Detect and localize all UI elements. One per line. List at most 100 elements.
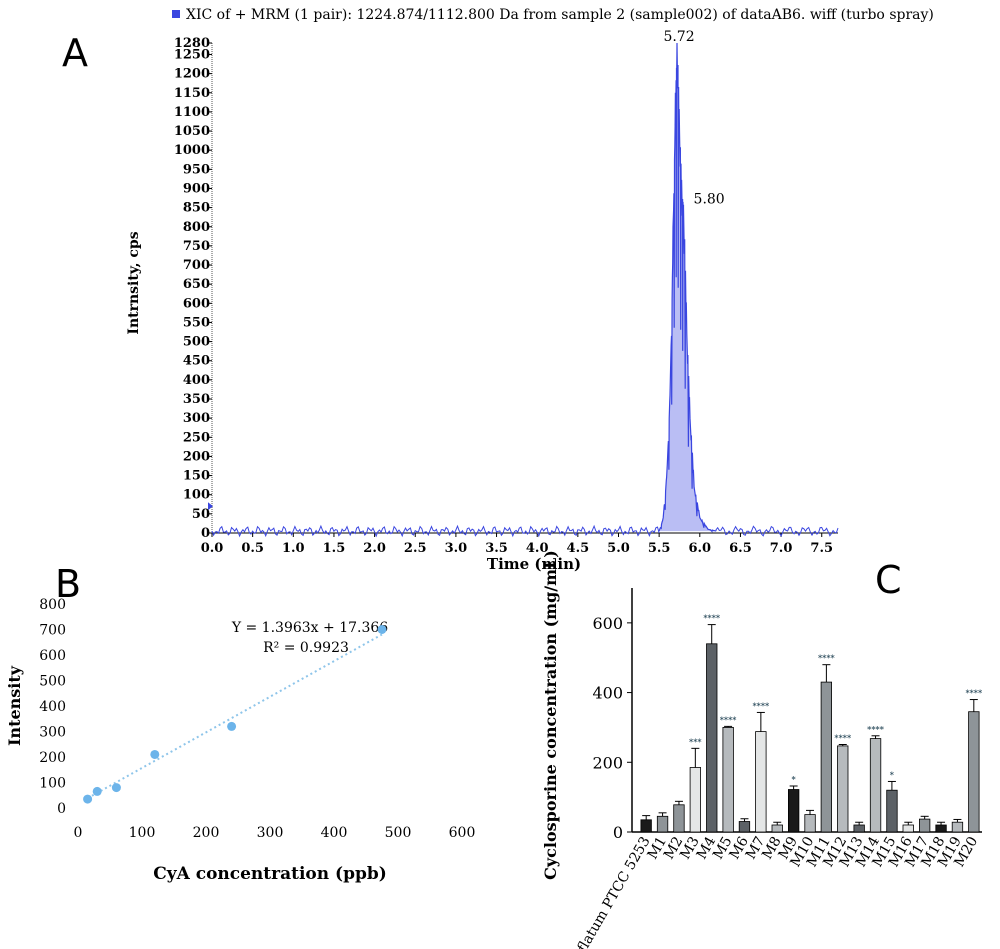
- data-point: [111, 783, 121, 793]
- x-tick-label: 1.5: [323, 541, 346, 556]
- calibration-curve-chart: Intensity CyA concentration (ppb) Y = 1.…: [5, 597, 475, 884]
- significance-label: ****: [834, 733, 852, 743]
- data-point: [150, 749, 160, 759]
- y-tick-label: 1050: [174, 124, 210, 139]
- significance-label: ****: [818, 653, 836, 663]
- y-tick-label: 1200: [174, 67, 210, 82]
- y-tick-label: 500: [183, 335, 210, 350]
- xic-chromatogram-chart: XIC of + MRM (1 pair): 1224.874/1112.800…: [126, 7, 934, 573]
- chart-c-ylabel: Cyclosporine concentration (mg/mL): [541, 550, 560, 880]
- bar: [640, 819, 652, 833]
- y-tick-label: 0: [613, 823, 623, 842]
- bar: [689, 767, 701, 833]
- y-tick-label: 1000: [174, 143, 210, 158]
- x-tick-label: T. inflatum PTCC 5253: [560, 834, 654, 949]
- bar: [869, 738, 882, 833]
- y-tick-label: 950: [183, 162, 210, 177]
- chart-a-xlabel: Time (min): [487, 555, 581, 573]
- chart-a-ylabel: Intrnsity, cps: [126, 231, 142, 334]
- y-tick-label: 300: [39, 725, 66, 741]
- x-tick-label: 100: [129, 825, 156, 841]
- x-tick-label: 7.0: [770, 541, 793, 556]
- bar: [902, 824, 914, 833]
- x-tick-label: 6.0: [688, 541, 711, 556]
- y-tick-label: 1100: [174, 105, 210, 120]
- cyclosporine-bar-chart: Cyclosporine concentration (mg/mL) 0 200 4…: [541, 550, 983, 949]
- xic-peak: [658, 42, 717, 533]
- y-tick-label: 200: [39, 750, 66, 766]
- y-tick-label: 100: [39, 776, 66, 792]
- panel-label-c: C: [875, 558, 902, 602]
- peak-label: 5.72: [663, 29, 694, 45]
- x-tick-label: 4.5: [567, 541, 590, 556]
- data-point: [83, 794, 93, 804]
- x-tick-label: 3.0: [445, 541, 468, 556]
- chart-b-equation: Y = 1.3963x + 17.366: [231, 620, 388, 636]
- bar: [804, 814, 816, 833]
- bar: [755, 731, 767, 833]
- bar: [673, 804, 685, 833]
- y-tick-label: 450: [183, 354, 210, 369]
- bar: [722, 727, 734, 833]
- xic-baseline-left: [211, 524, 660, 538]
- significance-label: ***: [689, 736, 702, 746]
- x-tick-label: 0.0: [201, 541, 224, 556]
- data-point: [92, 786, 102, 796]
- legend-swatch: [172, 10, 180, 18]
- y-tick-label: 200: [592, 753, 623, 772]
- bar: [951, 821, 964, 833]
- significance-label: ****: [720, 714, 738, 724]
- bar: [968, 711, 980, 833]
- y-tick-label: 500: [39, 674, 66, 690]
- x-tick-label: 500: [385, 825, 412, 841]
- y-tick-label: 400: [183, 373, 210, 388]
- chart-b-r2: R² = 0.9923: [263, 640, 349, 656]
- data-point: [377, 625, 387, 634]
- bar: [738, 821, 751, 833]
- bar: [820, 681, 832, 833]
- baseline-marker: [208, 502, 213, 511]
- significance-label: ****: [867, 724, 885, 734]
- y-tick-label: 350: [183, 392, 210, 407]
- x-tick-label: 7.5: [810, 541, 833, 556]
- y-tick-label: 750: [183, 239, 210, 254]
- y-tick-label: 1150: [174, 86, 210, 101]
- data-point: [227, 721, 237, 731]
- y-tick-label: 800: [39, 597, 66, 613]
- x-tick-label: 5.0: [607, 541, 630, 556]
- significance-label: ****: [752, 700, 770, 710]
- x-tick-label: 0: [74, 825, 83, 841]
- x-tick-label: 2.5: [404, 541, 427, 556]
- y-tick-label: 400: [592, 684, 623, 703]
- chart-b-ylabel: Intensity: [5, 665, 24, 746]
- y-tick-label: 400: [39, 699, 66, 715]
- x-tick-label: 300: [257, 825, 284, 841]
- panel-label-a: A: [62, 31, 88, 75]
- bar: [886, 789, 898, 833]
- y-tick-label: 900: [183, 181, 210, 196]
- significance-label: ****: [703, 613, 721, 623]
- y-tick-label: 300: [183, 411, 210, 426]
- y-tick-label: 1280: [174, 36, 210, 51]
- bar: [788, 789, 800, 833]
- x-tick-label: 5.5: [648, 541, 671, 556]
- bar: [837, 745, 849, 833]
- x-tick-label: 3.5: [485, 541, 508, 556]
- y-tick-label: 200: [183, 449, 210, 464]
- y-tick-label: 800: [183, 220, 210, 235]
- panel-label-b: B: [55, 562, 81, 606]
- y-tick-label: 50: [192, 507, 210, 522]
- y-tick-label: 700: [39, 623, 66, 639]
- significance-label: *: [890, 769, 895, 779]
- chart-b-xlabel: CyA concentration (ppb): [153, 864, 387, 884]
- x-tick-label: 200: [193, 825, 220, 841]
- xic-baseline-right: [715, 525, 839, 537]
- bar: [919, 818, 931, 833]
- x-tick-label: 2.0: [363, 541, 386, 556]
- bar: [853, 824, 865, 833]
- bar: [771, 824, 783, 833]
- y-tick-label: 1250: [174, 47, 210, 62]
- y-tick-label: 600: [183, 296, 210, 311]
- x-tick-label: 4.0: [526, 541, 549, 556]
